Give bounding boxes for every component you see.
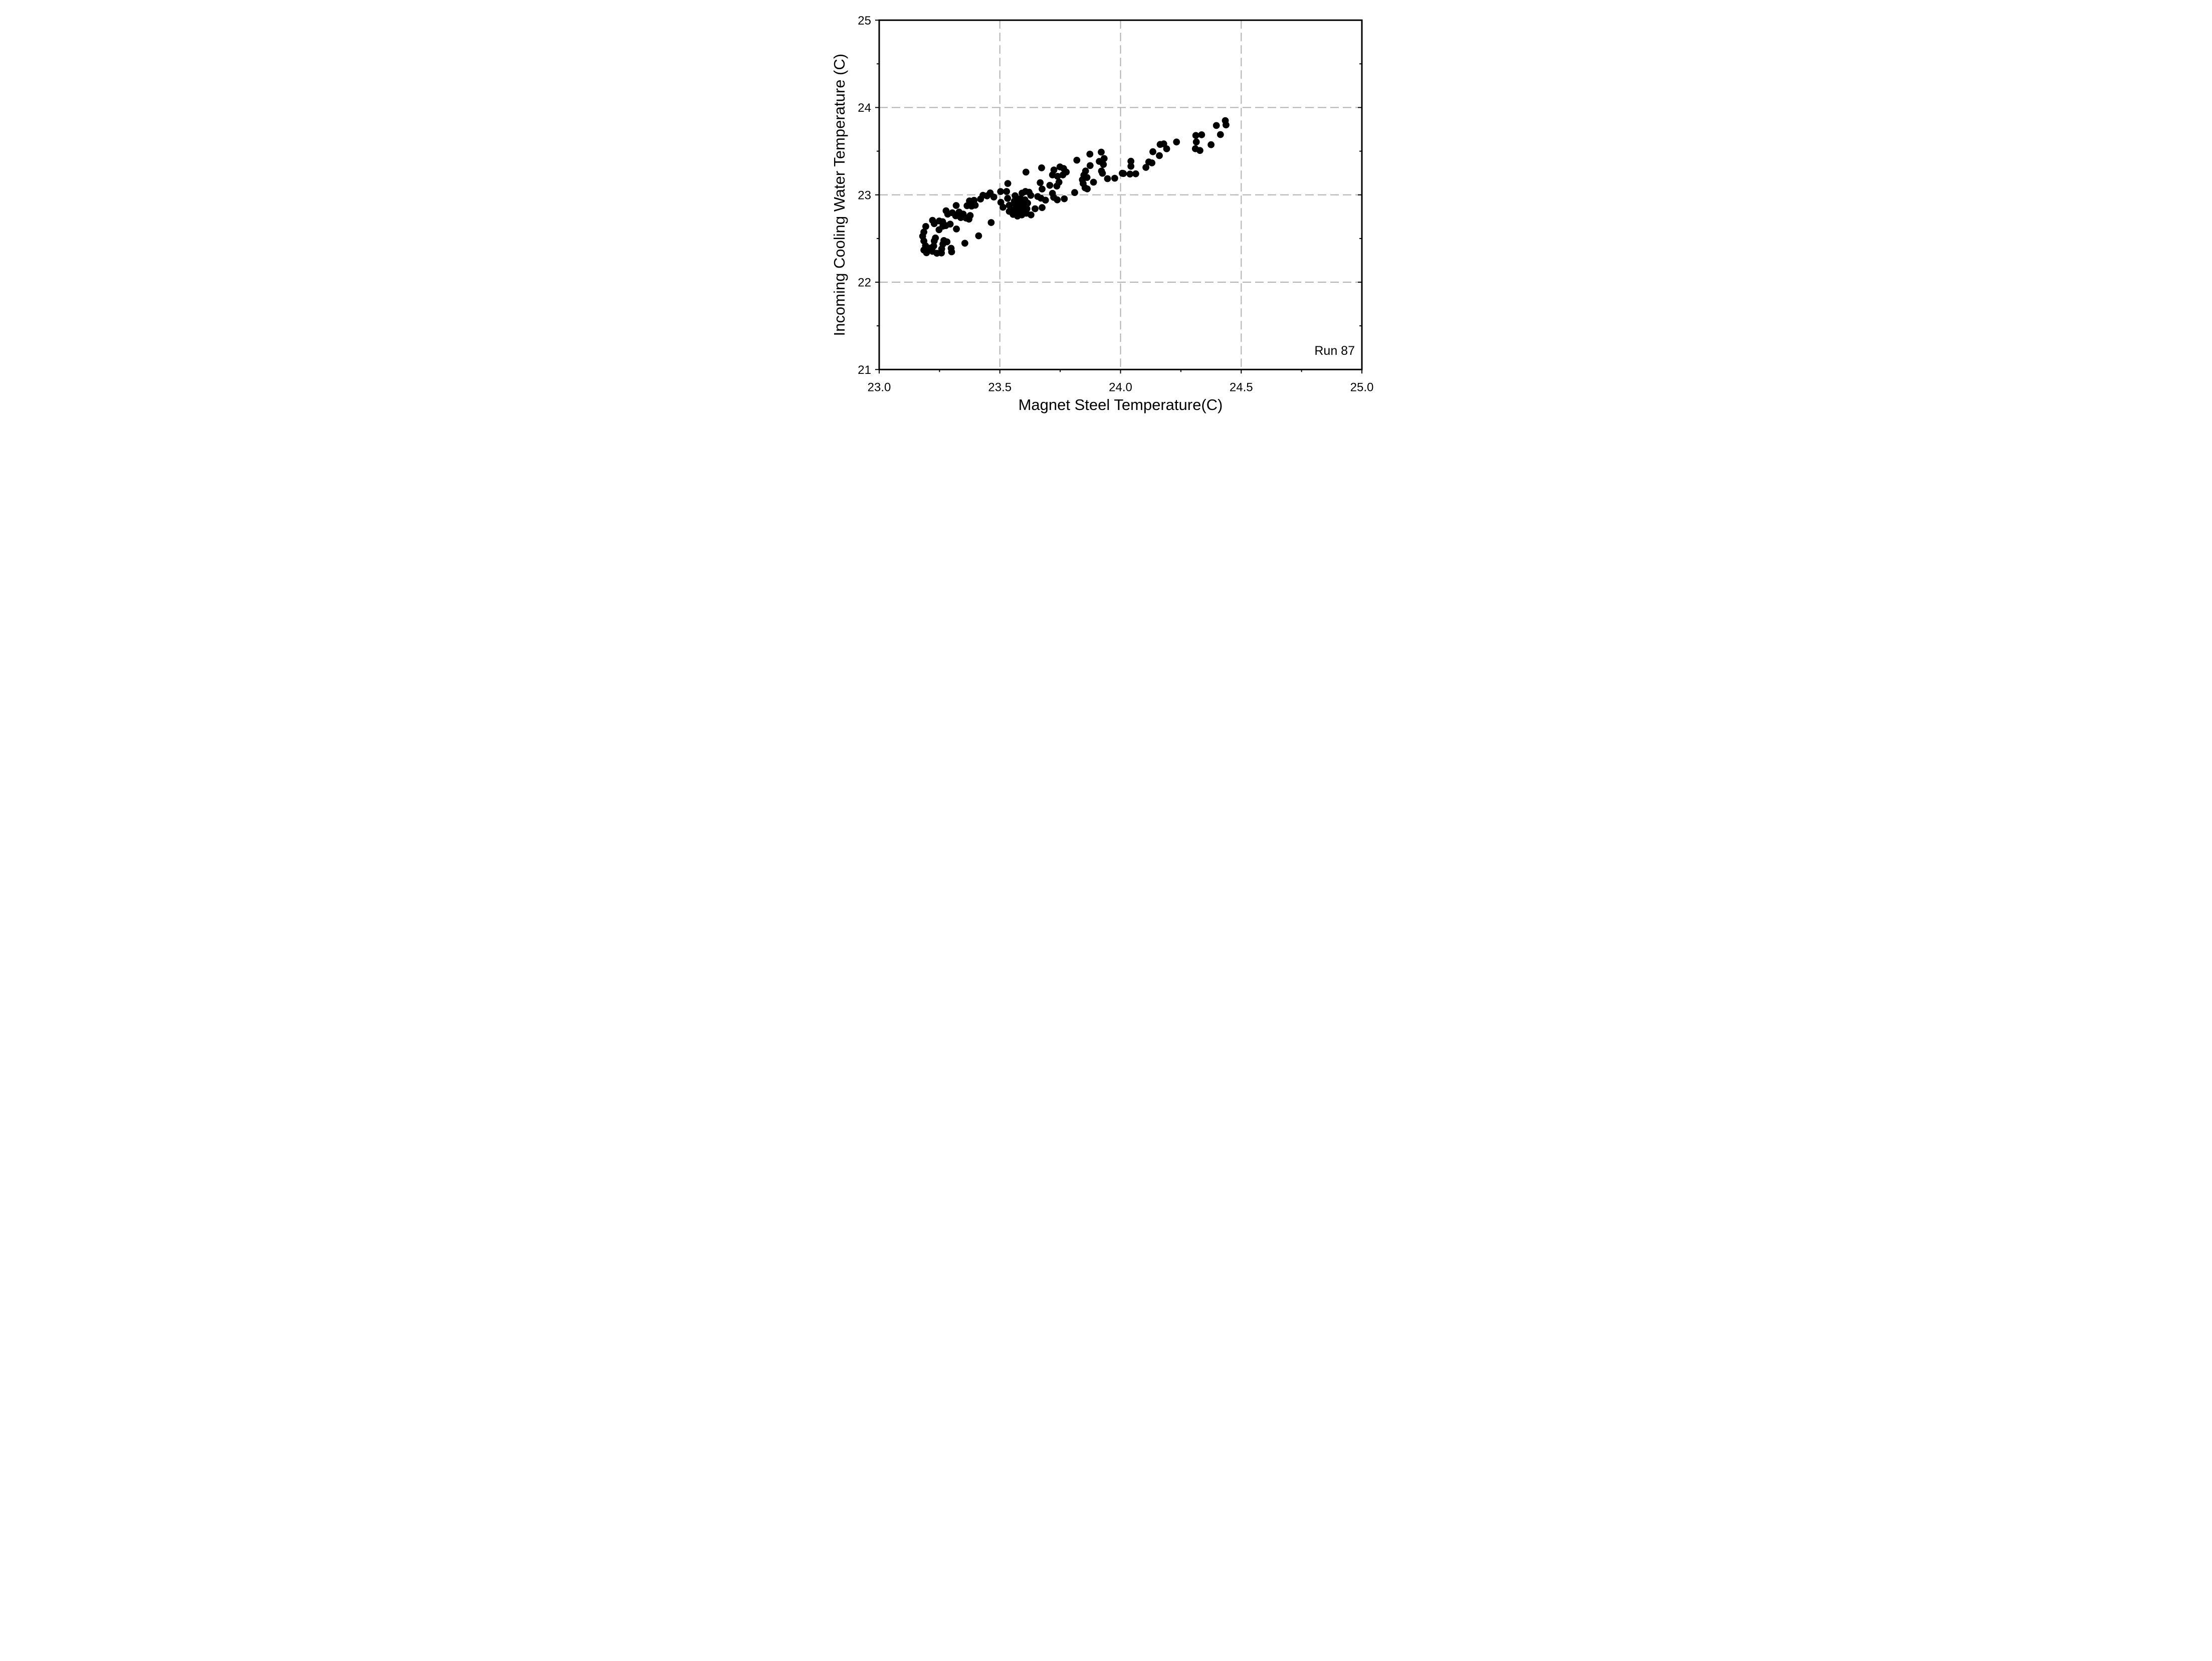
data-point [990, 193, 997, 200]
data-point [922, 223, 929, 230]
data-point [1127, 162, 1135, 170]
data-point [1163, 145, 1170, 152]
data-point [1004, 195, 1012, 202]
data-point [1084, 185, 1091, 192]
data-point [1196, 147, 1203, 154]
data-point [1027, 191, 1035, 199]
data-point [1223, 121, 1230, 129]
data-point [1055, 178, 1063, 186]
data-point [1038, 164, 1045, 171]
data-point [1217, 131, 1224, 138]
data-point [1086, 162, 1094, 169]
data-point [1063, 168, 1070, 176]
data-point [1208, 141, 1215, 148]
y-tick-label: 22 [858, 276, 871, 290]
data-point [1028, 211, 1035, 219]
data-point [1042, 196, 1049, 204]
data-point [943, 238, 951, 246]
tick-labels: 23.0 23.5 24.0 24.5 25.0 21 22 23 24 25 [858, 14, 1373, 394]
data-point [999, 203, 1007, 211]
data-point [1099, 169, 1106, 177]
data-point [1032, 205, 1039, 213]
data-point [1156, 152, 1163, 159]
x-axis-title: Magnet Steel Temperature(C) [1019, 396, 1223, 413]
data-point [1213, 122, 1220, 129]
data-point [1104, 175, 1111, 182]
data-point [1127, 157, 1135, 165]
data-point [1071, 189, 1078, 196]
scatter-chart: 23.0 23.5 24.0 24.5 25.0 21 22 23 24 25 Magnet St… [830, 0, 1382, 416]
data-point [1024, 199, 1031, 207]
data-point [1061, 195, 1068, 202]
data-point [946, 221, 954, 228]
data-point [1006, 201, 1013, 209]
data-point [1022, 168, 1030, 176]
data-point [1098, 148, 1105, 156]
data-point [1039, 185, 1046, 192]
data-point [1090, 178, 1097, 186]
data-point [966, 212, 974, 219]
data-point [1142, 164, 1149, 171]
y-axis-title: Incoming Cooling Water Temperature (C) [831, 54, 848, 336]
data-point [1054, 196, 1061, 203]
data-point [1198, 131, 1205, 138]
data-point [975, 232, 982, 240]
data-point [1126, 170, 1134, 178]
data-point [1054, 172, 1061, 180]
data-point [952, 202, 960, 209]
data-point [1086, 150, 1094, 158]
data-points [919, 117, 1230, 257]
data-point [961, 240, 968, 247]
data-point [1148, 159, 1155, 166]
data-point [1004, 180, 1012, 187]
data-point [1039, 204, 1046, 212]
data-point [1037, 179, 1044, 186]
scatter-plot-svg: 23.0 23.5 24.0 24.5 25.0 21 22 23 24 25 Magnet St… [831, 14, 1373, 413]
data-point [1082, 167, 1089, 175]
y-tick-label: 25 [858, 14, 871, 28]
data-point [932, 234, 939, 242]
run-annotation: Run 87 [1314, 344, 1355, 358]
data-point [1003, 188, 1011, 195]
x-tick-label: 23.5 [988, 380, 1012, 394]
y-tick-label: 21 [858, 363, 871, 377]
data-point [1100, 161, 1107, 168]
data-point [1173, 138, 1180, 146]
data-point [1111, 174, 1118, 182]
data-point [997, 188, 1004, 195]
data-point [1192, 132, 1199, 139]
data-point [1192, 138, 1200, 146]
data-point [1132, 170, 1139, 177]
data-point [920, 229, 927, 236]
data-point [953, 226, 960, 233]
x-tick-label: 23.0 [868, 380, 891, 394]
data-point [930, 243, 937, 250]
data-point [971, 201, 979, 209]
data-point [1083, 174, 1091, 181]
data-point [1046, 181, 1054, 189]
gridlines [879, 20, 1362, 370]
x-tick-label: 24.5 [1230, 380, 1253, 394]
y-tick-label: 23 [858, 188, 871, 202]
x-tick-label: 25.0 [1350, 380, 1374, 394]
data-point [923, 249, 930, 257]
data-point [948, 248, 955, 256]
plot-frame [878, 19, 1363, 370]
y-tick-label: 24 [858, 101, 871, 115]
data-point [930, 220, 938, 228]
x-tick-label: 24.0 [1109, 380, 1132, 394]
data-point [1073, 156, 1081, 164]
data-point [987, 219, 995, 226]
data-point [1149, 148, 1156, 155]
axis-ticks [875, 20, 1362, 374]
data-point [1120, 170, 1127, 177]
